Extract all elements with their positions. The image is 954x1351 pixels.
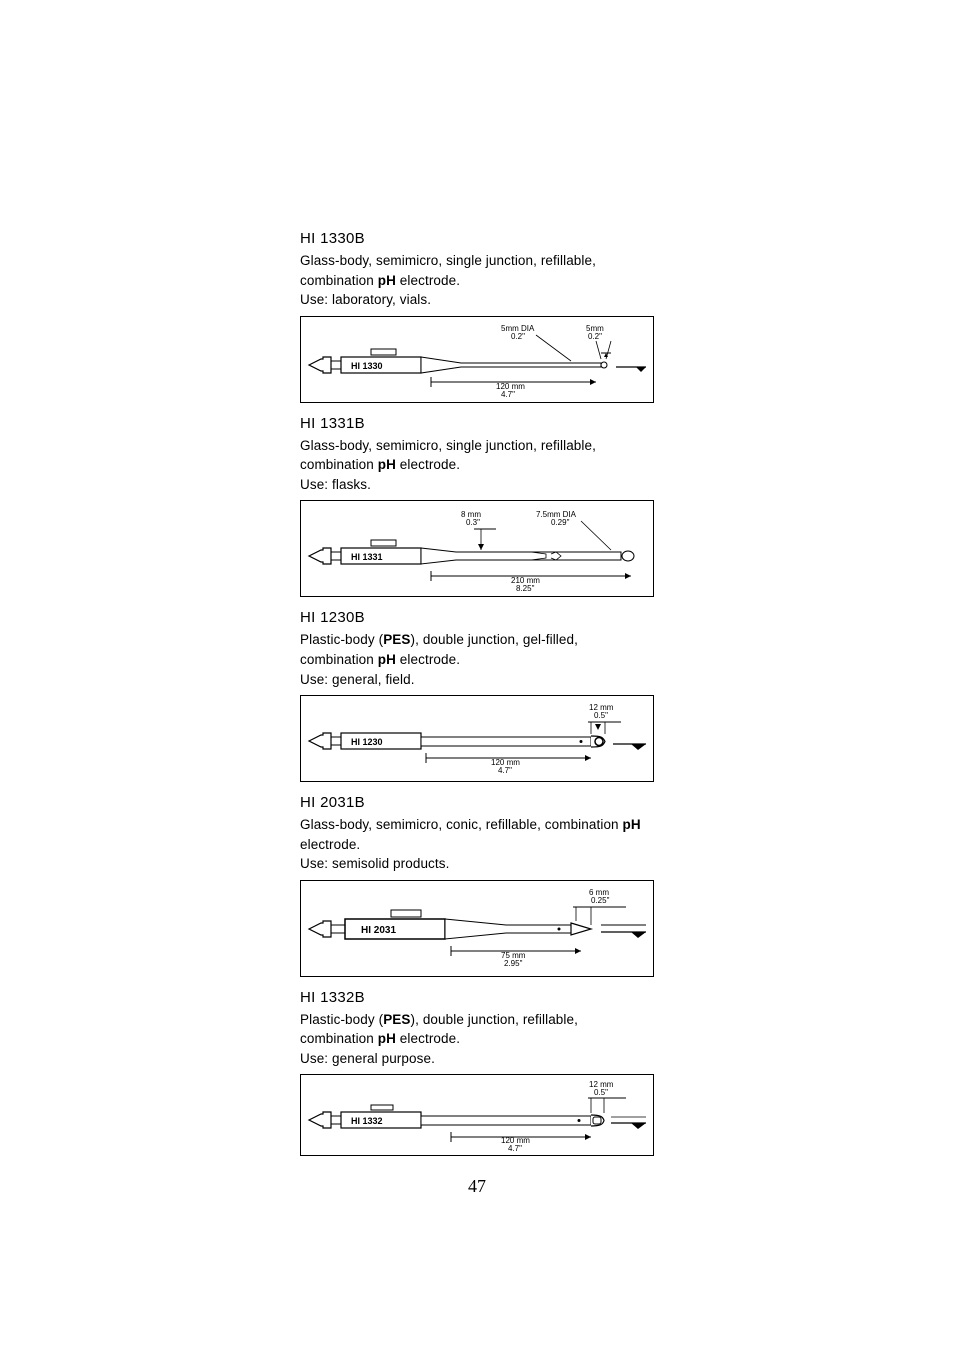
diagram-label: HI 1230 bbox=[351, 737, 383, 747]
product-hi1332b: HI 1332B Plastic-body (PES), double junc… bbox=[300, 989, 654, 1157]
product-description: Glass-body, semimicro, single junction, … bbox=[300, 251, 654, 290]
product-hi2031b: HI 2031B Glass-body, semimicro, conic, r… bbox=[300, 794, 654, 977]
product-hi1230b: HI 1230B Plastic-body (PES), double junc… bbox=[300, 609, 654, 782]
product-use: Use: laboratory, vials. bbox=[300, 290, 654, 310]
product-use: Use: general purpose. bbox=[300, 1049, 654, 1069]
tip-in: 0.29" bbox=[551, 518, 570, 527]
page-number: 47 bbox=[300, 1176, 654, 1197]
product-use: Use: semisolid products. bbox=[300, 854, 654, 874]
diagram-hi1332: HI 1332 120 mm 4.7" 12 mm 0.5" bbox=[300, 1074, 654, 1156]
diagram-hi2031: HI 2031 75 mm 2.95" 6 mm 0.25" bbox=[300, 880, 654, 977]
tip-in: 0.5" bbox=[594, 711, 608, 720]
diagram-label: HI 2031 bbox=[361, 925, 396, 936]
tip-in: 0.2" bbox=[588, 332, 602, 341]
diagram-hi1331: HI 1331 210 mm 8.25" 8 mm 0.3" bbox=[300, 500, 654, 597]
product-description: Glass-body, semimicro, conic, refillable… bbox=[300, 815, 654, 854]
dia-in: 0.3" bbox=[466, 518, 480, 527]
product-title: HI 1332B bbox=[300, 989, 654, 1006]
len-in: 2.95" bbox=[504, 959, 523, 968]
dia-in: 0.2" bbox=[511, 332, 525, 341]
tip-in: 0.5" bbox=[594, 1088, 608, 1097]
product-description: Glass-body, semimicro, single junction, … bbox=[300, 436, 654, 475]
product-hi1331b: HI 1331B Glass-body, semimicro, single j… bbox=[300, 415, 654, 598]
product-title: HI 2031B bbox=[300, 794, 654, 811]
product-description: Plastic-body (PES), double junction, gel… bbox=[300, 630, 654, 669]
len-in: 8.25" bbox=[516, 584, 535, 593]
diagram-label: HI 1330 bbox=[351, 361, 383, 371]
diagram-label: HI 1332 bbox=[351, 1116, 383, 1126]
len-in: 4.7" bbox=[501, 390, 515, 399]
diagram-label: HI 1331 bbox=[351, 552, 383, 562]
product-use: Use: general, field. bbox=[300, 670, 654, 690]
page-content: HI 1330B Glass-body, semimicro, single j… bbox=[300, 230, 654, 1197]
diagram-hi1230: HI 1230 120 mm 4.7" 12 mm 0.5" bbox=[300, 695, 654, 782]
len-in: 4.7" bbox=[498, 766, 512, 775]
tip-in: 0.25" bbox=[591, 896, 610, 905]
product-title: HI 1330B bbox=[300, 230, 654, 247]
product-title: HI 1230B bbox=[300, 609, 654, 626]
product-description: Plastic-body (PES), double junction, ref… bbox=[300, 1010, 654, 1049]
len-in: 4.7" bbox=[508, 1144, 522, 1153]
product-hi1330b: HI 1330B Glass-body, semimicro, single j… bbox=[300, 230, 654, 403]
product-use: Use: flasks. bbox=[300, 475, 654, 495]
product-title: HI 1331B bbox=[300, 415, 654, 432]
diagram-hi1330: HI 1330 120 mm 4.7" 5mm DIA 0.2" 5 bbox=[300, 316, 654, 403]
